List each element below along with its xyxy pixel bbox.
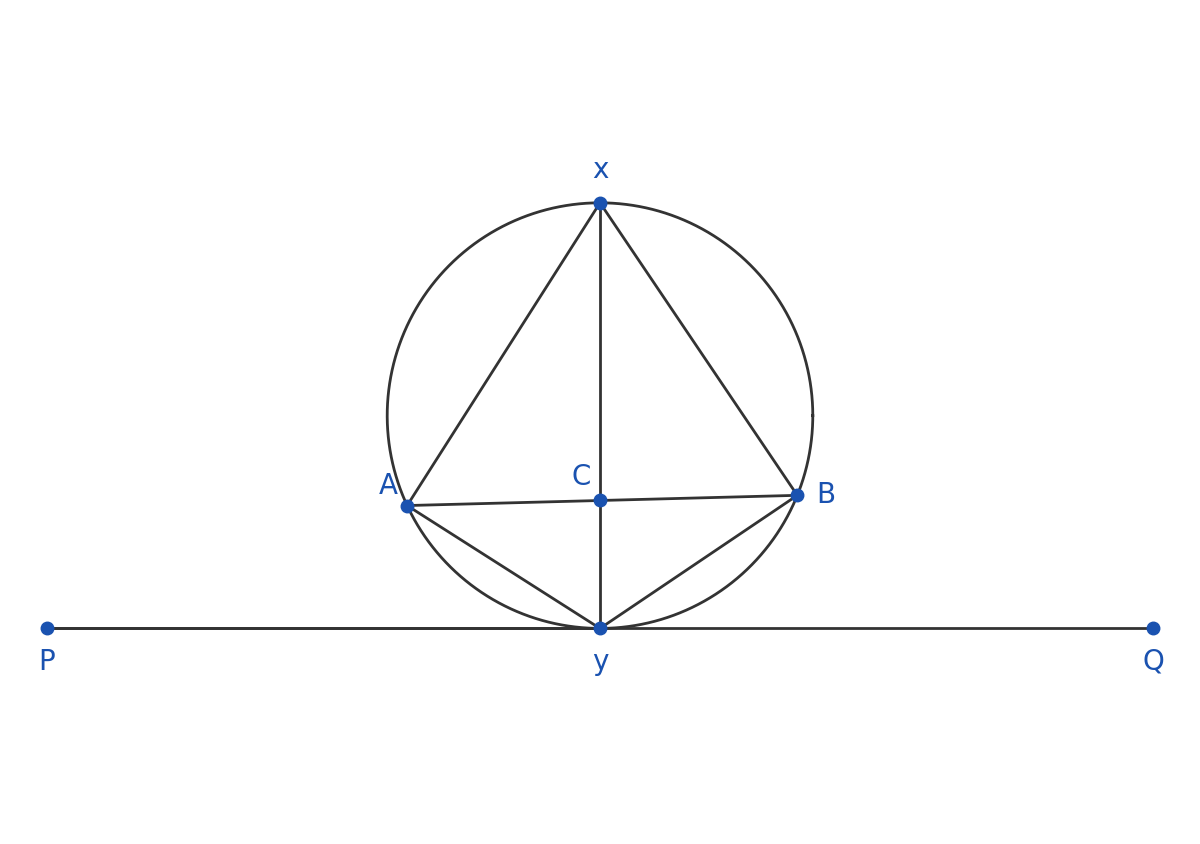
- Text: P: P: [38, 647, 55, 675]
- Text: A: A: [378, 472, 397, 500]
- Text: C: C: [571, 463, 590, 491]
- Text: B: B: [816, 481, 835, 509]
- Text: x: x: [592, 155, 608, 184]
- Text: Q: Q: [1142, 647, 1164, 675]
- Text: y: y: [592, 647, 608, 675]
